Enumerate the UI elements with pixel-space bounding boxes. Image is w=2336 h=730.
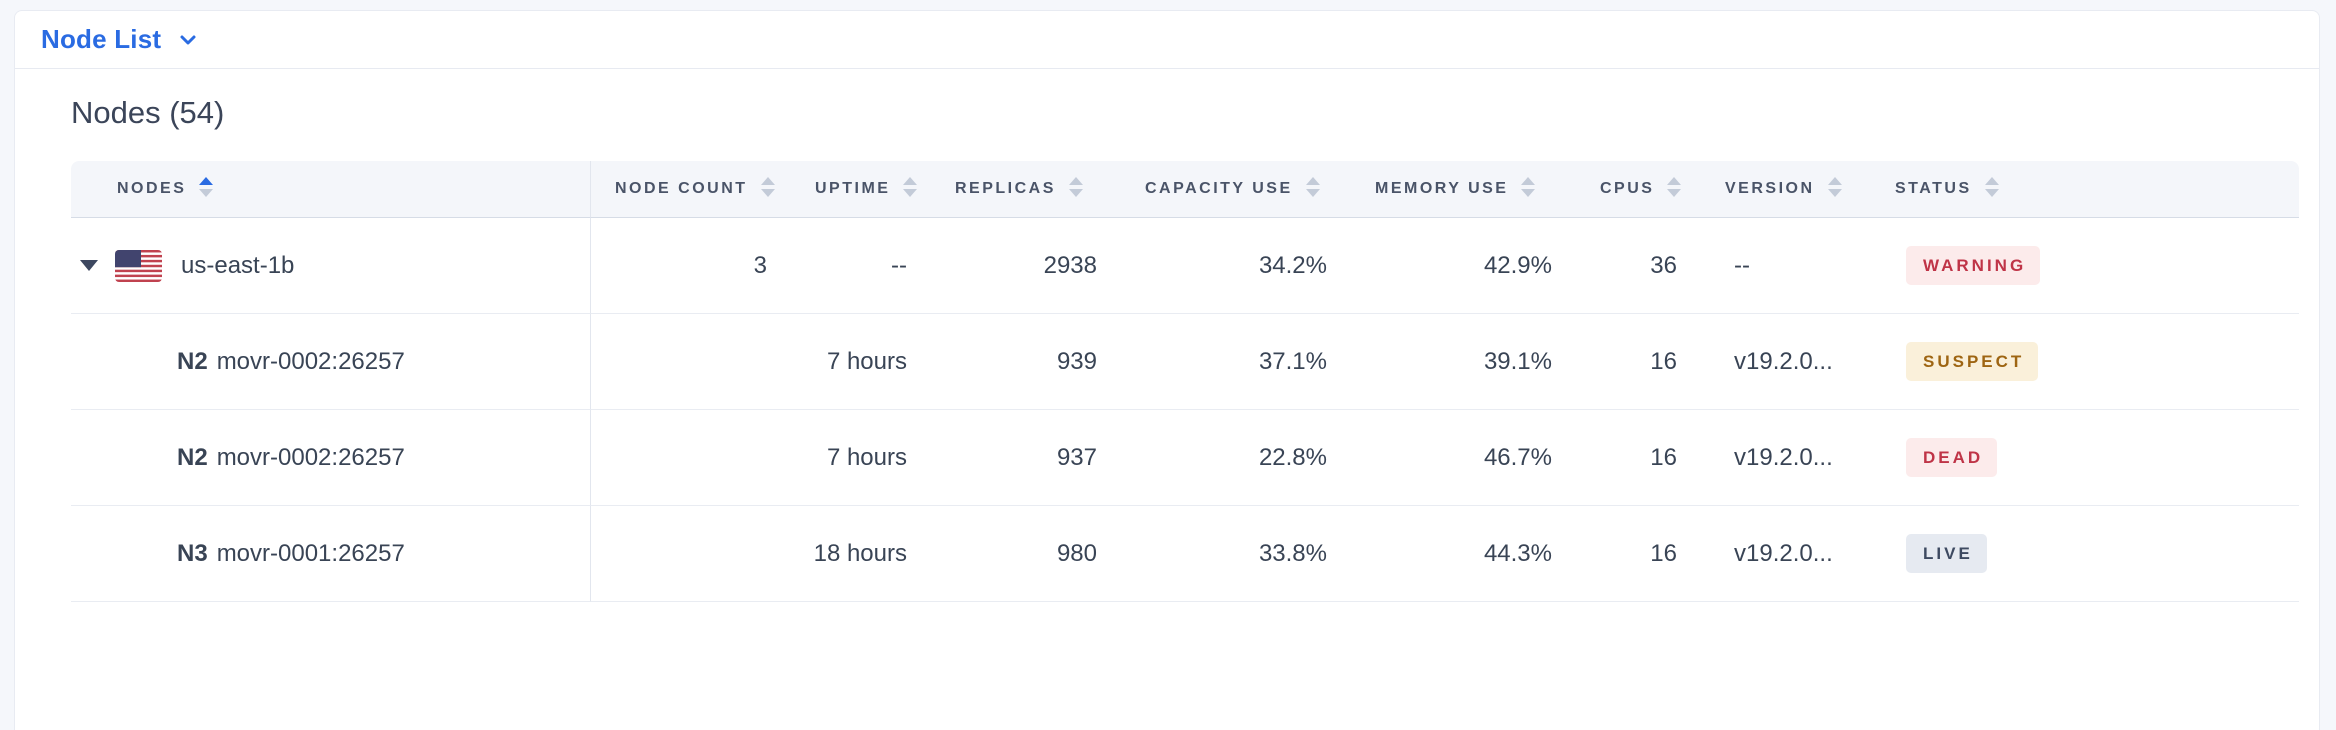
column-header-nodes[interactable]: NODES — [71, 161, 591, 218]
page-title: Nodes (54) — [71, 95, 225, 130]
chevron-down-icon[interactable] — [175, 27, 201, 53]
sort-icon — [903, 177, 918, 197]
node-list-card: Node List Nodes (54) NODES NODE COUN — [14, 10, 2320, 730]
replicas-cell: 980 — [931, 506, 1121, 602]
table-row-node[interactable]: N3 movr-0001:26257 18 hours 980 33.8% 44.… — [71, 506, 2299, 602]
node-id: N2 — [177, 443, 208, 471]
memory-use-cell: 42.9% — [1351, 218, 1576, 314]
status-cell: DEAD — [1871, 410, 2299, 506]
version-cell: v19.2.0... — [1701, 410, 1871, 506]
status-badge: WARNING — [1906, 246, 2041, 285]
uptime-cell: 18 hours — [791, 506, 931, 602]
cpus-cell: 16 — [1576, 410, 1701, 506]
status-cell: LIVE — [1871, 506, 2299, 602]
column-header-node-count[interactable]: NODE COUNT — [591, 161, 791, 218]
column-header-capacity-use[interactable]: CAPACITY USE — [1121, 161, 1351, 218]
node-count-cell: 3 — [591, 218, 791, 314]
uptime-cell: 7 hours — [791, 410, 931, 506]
capacity-use-cell: 37.1% — [1121, 314, 1351, 410]
version-cell: -- — [1701, 218, 1871, 314]
status-badge: LIVE — [1906, 534, 1987, 573]
cpus-cell: 16 — [1576, 506, 1701, 602]
view-dropdown[interactable]: Node List — [41, 24, 162, 54]
uptime-cell: -- — [791, 218, 931, 314]
column-header-status[interactable]: STATUS — [1871, 161, 2299, 218]
nodes-table: NODES NODE COUNT UPTIME REPLICAS CAPACIT… — [71, 161, 2299, 602]
status-badge: SUSPECT — [1906, 342, 2039, 381]
node-id: N2 — [177, 347, 208, 375]
node-count-cell — [591, 410, 791, 506]
sort-icon — [760, 177, 775, 197]
status-badge: DEAD — [1906, 438, 1998, 477]
version-cell: v19.2.0... — [1701, 314, 1871, 410]
node-count-cell — [591, 314, 791, 410]
sort-icon — [1827, 177, 1842, 197]
status-cell: SUSPECT — [1871, 314, 2299, 410]
memory-use-cell: 39.1% — [1351, 314, 1576, 410]
table-row-region[interactable]: us-east-1b 3 -- 2938 34.2% 42.9% 36 -- W… — [71, 218, 2299, 314]
nodes-cell: N2 movr-0002:26257 — [71, 314, 591, 410]
table-header-row: NODES NODE COUNT UPTIME REPLICAS CAPACIT… — [71, 161, 2299, 218]
node-address: movr-0001:26257 — [216, 539, 405, 567]
sort-icon — [1984, 177, 1999, 197]
node-address: movr-0002:26257 — [216, 347, 405, 375]
column-header-cpus[interactable]: CPUS — [1576, 161, 1701, 218]
region-name: us-east-1b — [181, 251, 295, 279]
node-count-cell — [591, 506, 791, 602]
node-id: N3 — [177, 539, 208, 567]
sort-icon — [1521, 177, 1536, 197]
version-cell: v19.2.0... — [1701, 506, 1871, 602]
uptime-cell: 7 hours — [791, 314, 931, 410]
cpus-cell: 36 — [1576, 218, 1701, 314]
nodes-cell: N3 movr-0001:26257 — [71, 506, 591, 602]
sort-icon — [1068, 177, 1083, 197]
table-row-node[interactable]: N2 movr-0002:26257 7 hours 939 37.1% 39.1… — [71, 314, 2299, 410]
node-address: movr-0002:26257 — [216, 443, 405, 471]
capacity-use-cell: 22.8% — [1121, 410, 1351, 506]
expand-caret-icon[interactable] — [80, 260, 98, 271]
column-header-uptime[interactable]: UPTIME — [791, 161, 931, 218]
view-switcher-bar: Node List — [15, 11, 2319, 69]
sort-icon — [1667, 177, 1682, 197]
capacity-use-cell: 34.2% — [1121, 218, 1351, 314]
table-row-node[interactable]: N2 movr-0002:26257 7 hours 937 22.8% 46.7… — [71, 410, 2299, 506]
memory-use-cell: 46.7% — [1351, 410, 1576, 506]
column-header-replicas[interactable]: REPLICAS — [931, 161, 1121, 218]
nodes-cell: us-east-1b — [71, 218, 591, 314]
nodes-cell: N2 movr-0002:26257 — [71, 410, 591, 506]
sort-icon — [1305, 177, 1320, 197]
sort-icon — [199, 177, 214, 197]
column-header-memory-use[interactable]: MEMORY USE — [1351, 161, 1576, 218]
page-content: Nodes (54) NODES NODE COUNT UPTIME — [15, 95, 2319, 602]
us-flag-icon — [115, 249, 162, 282]
memory-use-cell: 44.3% — [1351, 506, 1576, 602]
column-header-version[interactable]: VERSION — [1701, 161, 1871, 218]
status-cell: WARNING — [1871, 218, 2299, 314]
capacity-use-cell: 33.8% — [1121, 506, 1351, 602]
replicas-cell: 939 — [931, 314, 1121, 410]
replicas-cell: 937 — [931, 410, 1121, 506]
cpus-cell: 16 — [1576, 314, 1701, 410]
replicas-cell: 2938 — [931, 218, 1121, 314]
